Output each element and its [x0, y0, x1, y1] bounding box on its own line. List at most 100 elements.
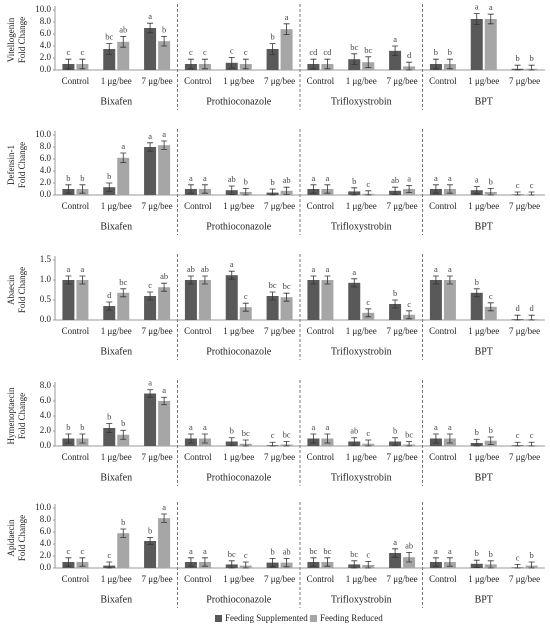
significance-letter: b: [270, 177, 274, 187]
significance-letter: c: [203, 47, 207, 57]
group-label: BPT: [475, 346, 493, 357]
bar: [280, 29, 293, 70]
significance-letter: b: [352, 176, 356, 186]
y-tick-label: 0.0: [40, 314, 52, 324]
bar: [266, 296, 279, 320]
significance-letter: a: [434, 264, 438, 274]
error-bar: [528, 191, 535, 196]
error-bar: [487, 188, 494, 196]
error-bar: [187, 275, 194, 285]
bar: [62, 280, 75, 320]
error-bar: [79, 58, 86, 70]
error-bar: [228, 270, 235, 280]
error-bar: [392, 548, 399, 558]
error-bar: [65, 184, 72, 194]
bar: [470, 19, 483, 70]
group-label: Trifloxystrobin: [331, 472, 392, 483]
significance-letter: bc: [119, 277, 127, 287]
significance-letter: b: [489, 425, 493, 435]
significance-letter: bc: [405, 429, 413, 439]
error-bar: [365, 561, 372, 569]
significance-letter: c: [366, 428, 370, 438]
error-bar: [487, 13, 494, 25]
significance-letter: b: [270, 546, 274, 556]
error-bar: [446, 433, 453, 444]
error-bar: [147, 537, 154, 545]
x-tick-label: 1 μg/bee: [101, 326, 132, 336]
error-bar: [365, 308, 372, 318]
significance-letter: a: [121, 141, 125, 151]
error-bar: [365, 56, 372, 68]
error-bar: [351, 560, 358, 569]
significance-letter: c: [148, 280, 152, 290]
bar: [158, 401, 171, 446]
x-tick-label: Control: [184, 326, 212, 336]
x-tick-label: Control: [307, 201, 335, 211]
error-bar: [528, 64, 535, 71]
significance-letter: c: [81, 546, 85, 556]
error-bar: [228, 185, 235, 195]
error-bar: [528, 314, 535, 321]
significance-letter: c: [530, 430, 534, 440]
y-tick-label: 4.0: [40, 165, 52, 175]
error-bar: [242, 188, 249, 196]
group-label: Prothioconazole: [206, 221, 272, 232]
significance-letter: c: [107, 550, 111, 560]
x-tick-label: 1 μg/bee: [346, 76, 377, 86]
x-tick-label: Control: [307, 326, 335, 336]
significance-letter: a: [434, 546, 438, 556]
significance-letter: b: [66, 422, 70, 432]
significance-letter: c: [271, 430, 275, 440]
error-bar: [487, 436, 494, 445]
significance-letter: c: [67, 47, 71, 57]
significance-letter: b: [489, 176, 493, 186]
error-bar: [269, 291, 276, 301]
bar: [158, 518, 171, 568]
bar: [484, 306, 497, 320]
y-axis-label: Fold Change: [17, 17, 27, 63]
y-tick-label: 0.0: [40, 189, 52, 199]
significance-letter: ab: [391, 175, 399, 185]
error-bar: [406, 185, 413, 193]
error-bar: [446, 184, 453, 194]
significance-letter: a: [448, 546, 452, 556]
y-axis-label: Hymenoptaecin: [6, 387, 16, 444]
error-bar: [446, 275, 453, 285]
error-bar: [514, 191, 521, 196]
error-bar: [120, 429, 127, 440]
y-tick-label: 8.0: [40, 141, 52, 151]
significance-letter: a: [489, 2, 493, 12]
bar: [117, 434, 130, 446]
significance-letter: a: [162, 129, 166, 139]
significance-letter: a: [81, 264, 85, 274]
significance-letter: c: [189, 47, 193, 57]
significance-letter: b: [80, 173, 84, 183]
error-bar: [473, 438, 480, 447]
significance-letter: d: [529, 303, 534, 313]
error-bar: [310, 433, 317, 444]
y-axis-label: Fold Change: [17, 142, 27, 188]
significance-letter: c: [81, 47, 85, 57]
error-bar: [473, 186, 480, 195]
error-bar: [269, 188, 276, 196]
error-bar: [106, 182, 113, 192]
x-tick-label: Control: [62, 452, 90, 462]
error-bar: [365, 439, 372, 447]
y-tick-label: 6.0: [40, 526, 52, 536]
error-bar: [106, 561, 113, 569]
significance-letter: a: [162, 385, 166, 395]
legend-label: Feeding Reduced: [320, 613, 383, 623]
significance-letter: b: [515, 53, 519, 63]
y-tick-label: 6.0: [40, 395, 52, 405]
bar: [198, 280, 211, 320]
y-axis-label: Abaecin: [6, 275, 16, 305]
x-tick-label: 1 μg/bee: [223, 574, 254, 584]
x-tick-label: 7 μg/bee: [509, 326, 540, 336]
error-bar: [269, 558, 276, 568]
significance-letter: cd: [323, 47, 332, 57]
significance-letter: cd: [309, 47, 318, 57]
error-bar: [201, 184, 208, 194]
significance-letter: c: [244, 291, 248, 301]
error-bar: [365, 190, 372, 196]
